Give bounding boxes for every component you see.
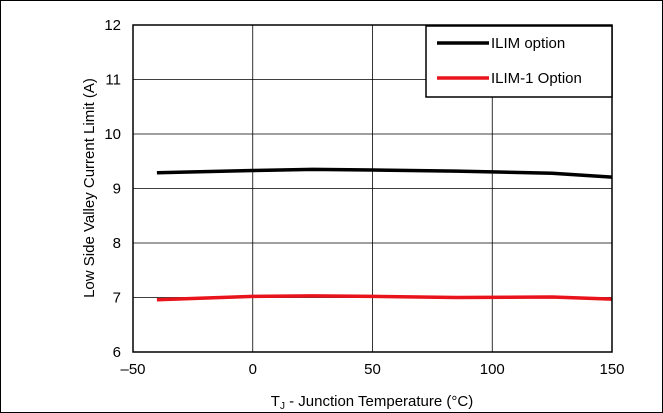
y-tick-label: 6 [113,344,121,361]
y-tick-label: 7 [113,290,121,307]
x-tick-label: 150 [599,361,624,378]
x-axis-label-rest: - Junction Temperature (°C) [285,393,473,410]
series-line-ilim [156,167,613,179]
x-axis-label: TJ - Junction Temperature (°C) [271,393,473,412]
x-tick-label: 0 [249,361,257,378]
y-axis-label: Low Side Valley Current Limit (A) [81,78,98,298]
series-layer [156,167,613,302]
x-tick-labels: –50 0 50 100 150 [120,361,624,378]
y-tick-label: 12 [104,17,121,34]
series-line-ilim-1 [156,294,613,302]
x-tick-label: 50 [364,361,381,378]
y-tick-label: 10 [104,126,121,143]
legend: ILIM option ILIM-1 Option [425,25,613,98]
x-axis-label-main: T [271,393,280,410]
y-tick-label: 11 [105,72,121,89]
x-tick-label: –50 [120,361,145,378]
legend-label-ilim: ILIM option [491,35,565,52]
y-tick-labels: 6 7 8 9 10 11 12 [104,17,121,361]
legend-label-ilim-1: ILIM-1 Option [491,70,582,87]
y-tick-label: 9 [113,181,121,198]
x-axis-label-subscript: J [280,401,285,412]
legend-box [425,25,613,98]
x-tick-label: 100 [480,361,505,378]
y-tick-label: 8 [113,235,121,252]
plot-border [132,24,613,353]
